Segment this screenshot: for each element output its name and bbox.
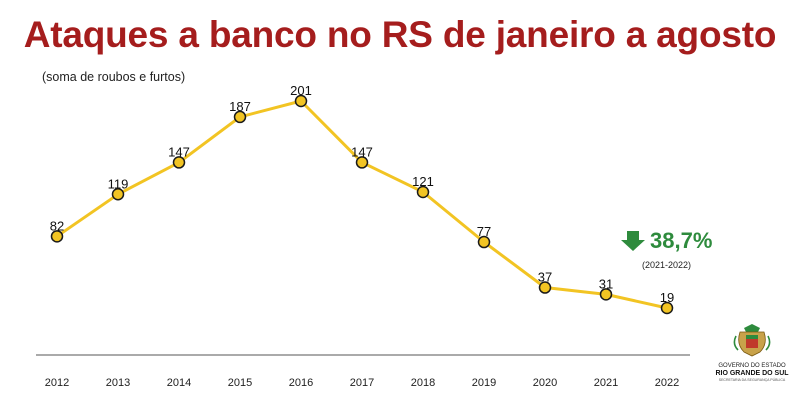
x-tick-label-2015: 2015 (228, 377, 252, 389)
data-point-2016 (294, 94, 308, 108)
change-callout: 38,7% (2021-2022) (620, 228, 730, 270)
x-tick-label-2014: 2014 (167, 377, 191, 389)
logo-line-2: RIO GRANDE DO SUL (715, 370, 789, 377)
data-point-2018 (416, 185, 430, 199)
logo-line-1: GOVERNO DO ESTADO (718, 363, 786, 369)
data-label-2019: 77 (477, 224, 491, 239)
chart-title: Ataques a banco no RS de janeiro a agost… (23, 14, 777, 55)
data-point-2012 (50, 230, 64, 243)
logo-line-3: SECRETARIA DA SEGURANÇA PÚBLICA (718, 378, 786, 382)
data-point-2021 (599, 288, 613, 301)
x-tick-label-2022: 2022 (655, 377, 679, 389)
x-tick-label-2019: 2019 (472, 377, 496, 389)
data-label-2022: 19 (660, 290, 674, 305)
data-label-2015: 187 (229, 99, 251, 114)
data-point-2022 (660, 301, 674, 315)
x-tick-label-2021: 2021 (594, 377, 618, 389)
data-label-2021: 31 (599, 276, 613, 291)
x-tick-label-2018: 2018 (411, 377, 435, 389)
data-label-2020: 37 (538, 270, 552, 285)
data-point-2014 (172, 156, 186, 169)
data-label-2018: 121 (412, 174, 434, 189)
government-logo: GOVERNO DO ESTADO RIO GRANDE DO SUL SECR… (712, 322, 792, 382)
chart-subtitle: (soma de roubos e furtos) (42, 70, 186, 84)
data-label-2013: 119 (108, 176, 129, 191)
x-tick-label-2017: 2017 (350, 377, 374, 389)
arrow-down-icon (621, 231, 645, 251)
state-coat-of-arms-icon (733, 324, 771, 357)
x-tick-label-2020: 2020 (533, 377, 557, 389)
data-point-2015 (233, 110, 247, 124)
data-point-2017 (355, 156, 369, 169)
data-point-2019 (477, 235, 491, 249)
data-label-2014: 147 (168, 144, 190, 159)
change-period: (2021-2022) (642, 260, 692, 270)
data-label-2012: 82 (50, 218, 64, 233)
data-point-2013 (111, 188, 125, 201)
x-tick-label-2012: 2012 (45, 377, 69, 389)
data-label-2016: 201 (290, 83, 312, 98)
data-label-2017: 147 (351, 144, 373, 159)
x-tick-label-2016: 2016 (289, 377, 313, 389)
data-point-2020 (538, 281, 552, 294)
series-line (56, 99, 668, 310)
change-value: 38,7% (650, 228, 713, 253)
x-tick-label-2013: 2013 (106, 377, 130, 389)
